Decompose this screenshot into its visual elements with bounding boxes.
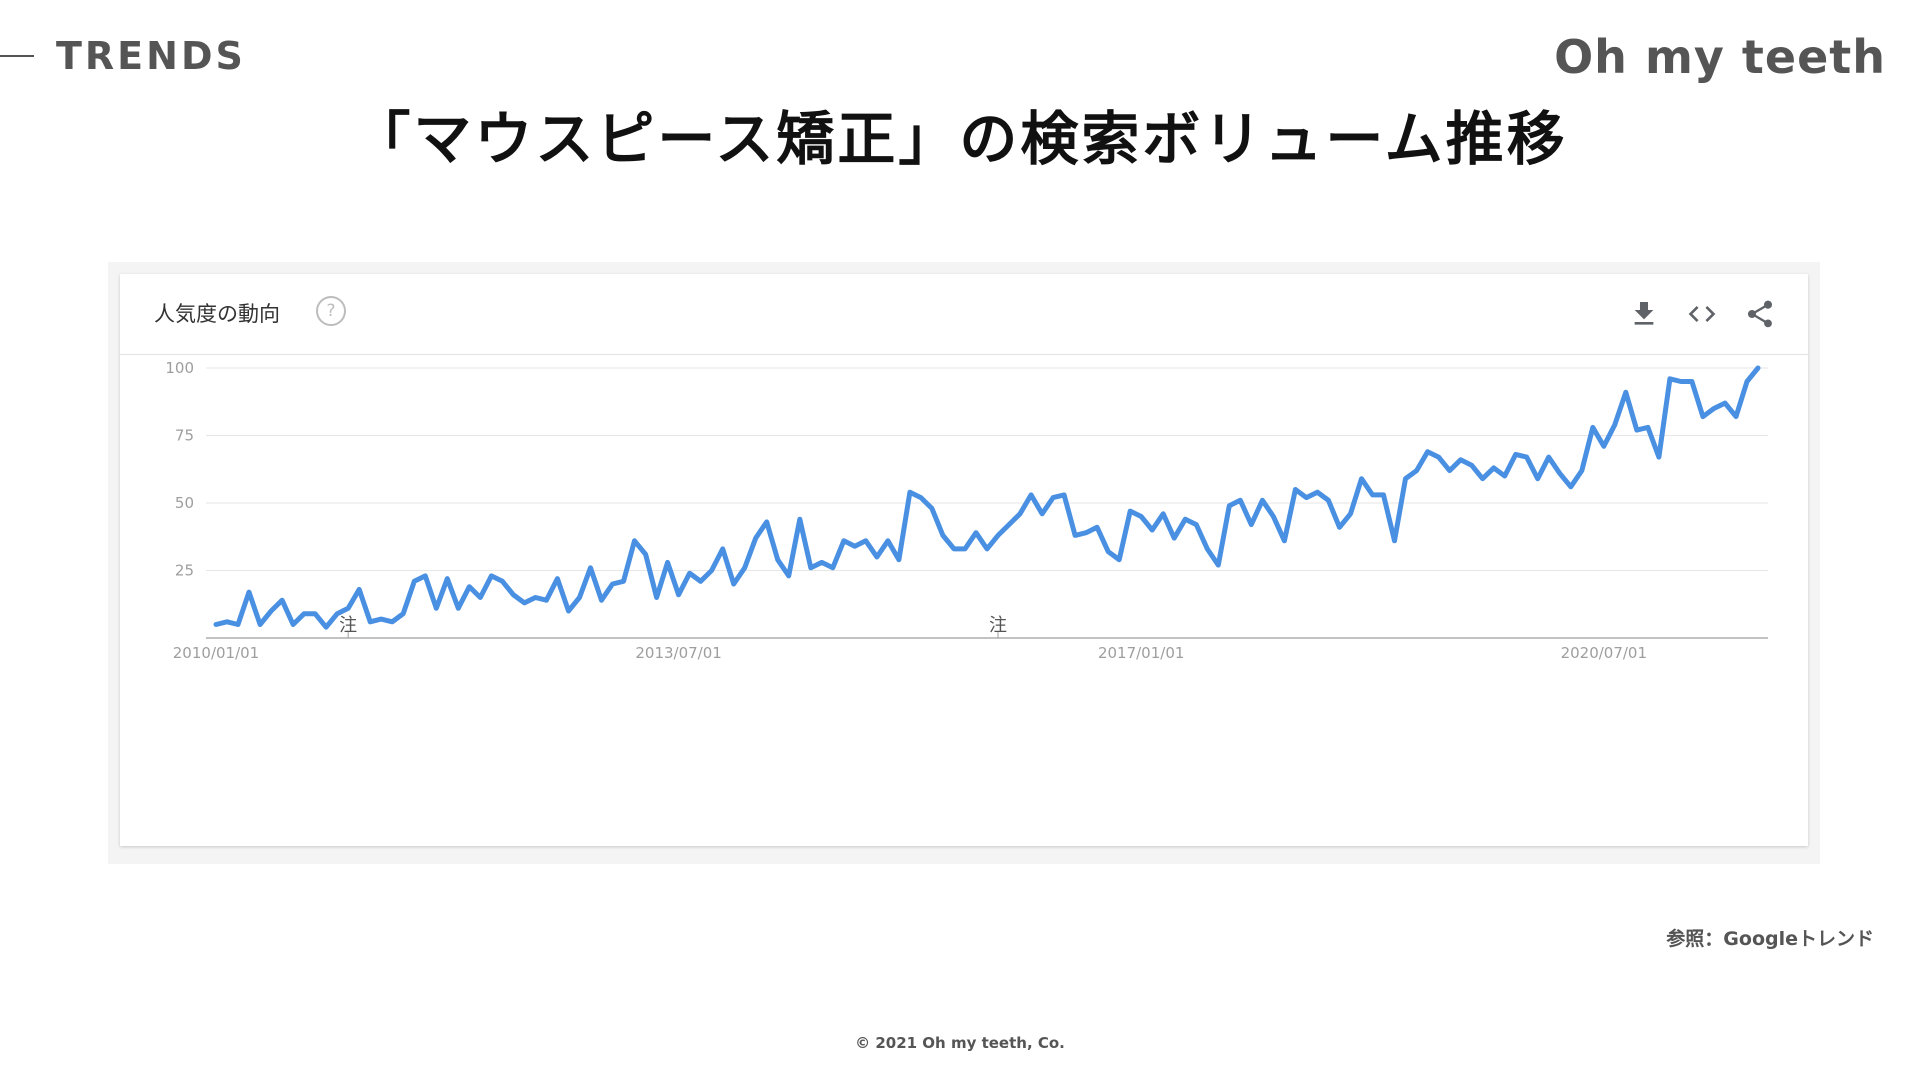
x-tick-label: 2013/07/01 bbox=[635, 644, 721, 662]
copyright: © 2021 Oh my teeth, Co. bbox=[855, 1034, 1065, 1052]
x-tick-label: 2020/07/01 bbox=[1561, 644, 1647, 662]
annotation-marker: 注 bbox=[339, 615, 357, 636]
series-line bbox=[213, 365, 1761, 630]
section-tag: TRENDS bbox=[0, 34, 246, 78]
widget-title: 人気度の動向 bbox=[154, 302, 280, 326]
source-note: 参照：Googleトレンド bbox=[1666, 928, 1874, 950]
annotation-marker: 注 bbox=[989, 615, 1007, 636]
y-tick-label: 25 bbox=[175, 562, 194, 580]
share-icon[interactable] bbox=[1744, 298, 1776, 330]
section-label: TRENDS bbox=[56, 34, 246, 78]
trends-widget: 人気度の動向 ? 25 50 75 100 2010/01/01 2013/07/01 20… bbox=[120, 274, 1808, 846]
tag-rule bbox=[0, 55, 34, 57]
embed-code-icon[interactable] bbox=[1686, 298, 1718, 330]
help-icon[interactable]: ? bbox=[316, 296, 346, 326]
trend-chart: 25 50 75 100 2010/01/01 2013/07/01 2017/01/01 2… bbox=[165, 359, 1768, 662]
y-tick-label: 50 bbox=[175, 494, 194, 512]
x-tick-label: 2010/01/01 bbox=[173, 644, 259, 662]
slide-title: 「マウスピース矯正」の検索ボリューム推移 bbox=[352, 105, 1568, 173]
brand-logo: Oh my teeth bbox=[1554, 30, 1886, 84]
widget-header: 人気度の動向 ? bbox=[120, 274, 1808, 355]
y-tick-label: 100 bbox=[165, 359, 194, 377]
y-tick-label: 75 bbox=[175, 427, 194, 445]
download-icon[interactable] bbox=[1628, 298, 1660, 330]
x-tick-label: 2017/01/01 bbox=[1098, 644, 1184, 662]
